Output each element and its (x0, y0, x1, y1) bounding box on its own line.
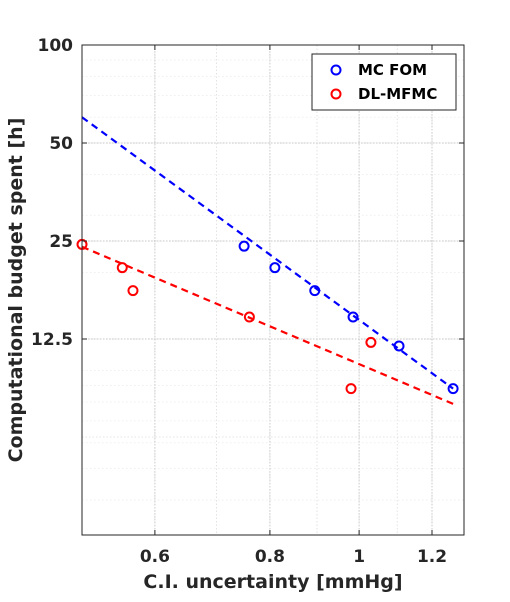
minor-grid (81, 44, 465, 536)
trend-lines (81, 116, 454, 405)
x-tick-label: 0.8 (255, 547, 285, 567)
legend-label-mc-fom: MC FOM (358, 61, 427, 79)
legend-marker-dl-mfmc (330, 88, 342, 100)
trend-line-mc-fom (81, 116, 454, 390)
x-tick-label: 1.2 (417, 547, 447, 567)
marker-mc-fom (238, 240, 250, 252)
marker-dl-mfmc (365, 336, 377, 348)
marker-mc-fom (447, 383, 459, 395)
legend-box (311, 53, 457, 111)
marker-mc-fom (347, 311, 359, 323)
major-grid (82, 44, 464, 535)
y-tick-label: 25 (49, 232, 73, 252)
y-tick-label: 50 (49, 134, 73, 154)
y-tick-label: 12.5 (31, 330, 73, 350)
legend: MC FOM DL-MFMC (311, 53, 457, 111)
x-tick-label: 0.6 (140, 547, 170, 567)
y-tick-label: 100 (38, 36, 74, 56)
axis-ticks (82, 44, 464, 535)
x-tick-label: 1 (353, 547, 365, 567)
data-markers (76, 238, 459, 395)
marker-mc-fom (309, 285, 321, 297)
marker-dl-mfmc (345, 383, 357, 395)
legend-marker-mc-fom (330, 64, 342, 76)
x-axis-label: C.I. uncertainty [mmHg] (143, 571, 402, 593)
marker-mc-fom (269, 262, 281, 274)
marker-mc-fom (393, 340, 405, 352)
y-axis-label: Computational budget spent [h] (5, 118, 27, 463)
tick-labels: 0.6 0.8 1 1.2 12.5 25 50 100 (31, 36, 447, 567)
marker-dl-mfmc (127, 285, 139, 297)
legend-label-dl-mfmc: DL-MFMC (358, 85, 437, 103)
marker-dl-mfmc (243, 311, 255, 323)
axes-box (81, 44, 465, 536)
marker-dl-mfmc (116, 262, 128, 274)
